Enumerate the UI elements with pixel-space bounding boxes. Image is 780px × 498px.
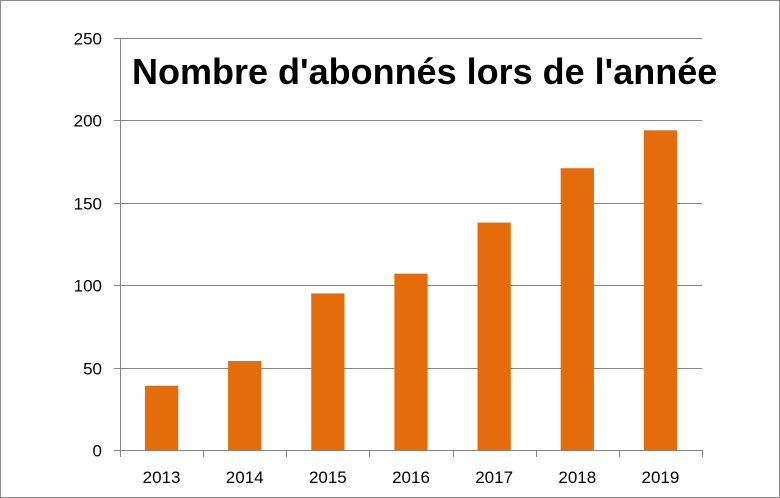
x-tick-label: 2016 <box>392 468 430 487</box>
x-tick-label: 2014 <box>226 468 264 487</box>
x-tick-label: 2017 <box>475 468 513 487</box>
y-tick-label: 150 <box>74 195 102 214</box>
bar-2017 <box>477 222 511 450</box>
x-tick-label: 2015 <box>309 468 347 487</box>
bar-2014 <box>228 361 262 450</box>
y-tick-label: 200 <box>74 112 102 131</box>
y-tick-label: 100 <box>74 277 102 296</box>
y-tick-label: 0 <box>93 442 102 461</box>
bar-2018 <box>560 168 594 450</box>
bars <box>144 130 678 451</box>
x-tick-label: 2019 <box>642 468 680 487</box>
x-tick-labels: 2013 2014 2015 2016 2017 2018 2019 <box>143 468 680 487</box>
bar-2013 <box>144 385 179 450</box>
y-tick-label: 50 <box>83 360 102 379</box>
y-tick-label: 250 <box>74 30 102 49</box>
y-tick-labels: 0 50 100 150 200 250 <box>74 30 102 461</box>
bar-2019 <box>643 130 678 451</box>
x-tick-label: 2018 <box>558 468 596 487</box>
x-tick-label: 2013 <box>143 468 181 487</box>
bar-2015 <box>311 293 345 450</box>
axes <box>114 38 703 457</box>
chart-title: Nombre d'abonnés lors de l'année <box>132 51 717 92</box>
bar-2016 <box>394 273 428 450</box>
